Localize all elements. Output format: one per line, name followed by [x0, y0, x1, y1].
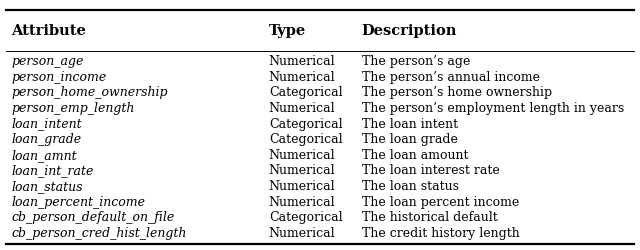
Text: loan_amnt: loan_amnt: [12, 149, 77, 162]
Text: Numerical: Numerical: [269, 164, 335, 177]
Text: person_age: person_age: [12, 55, 84, 68]
Text: The historical default: The historical default: [362, 212, 497, 224]
Text: Numerical: Numerical: [269, 196, 335, 209]
Text: cb_person_cred_hist_length: cb_person_cred_hist_length: [12, 227, 187, 240]
Text: The credit history length: The credit history length: [362, 227, 519, 240]
Text: The person’s age: The person’s age: [362, 55, 470, 68]
Text: loan_status: loan_status: [12, 180, 83, 193]
Text: The loan intent: The loan intent: [362, 118, 458, 130]
Text: The person’s home ownership: The person’s home ownership: [362, 86, 552, 99]
Text: The loan interest rate: The loan interest rate: [362, 164, 499, 177]
Text: The person’s annual income: The person’s annual income: [362, 70, 540, 84]
Text: The person’s employment length in years: The person’s employment length in years: [362, 102, 624, 115]
Text: cb_person_default_on_file: cb_person_default_on_file: [12, 212, 175, 224]
Text: loan_intent: loan_intent: [12, 118, 82, 130]
Text: The loan grade: The loan grade: [362, 133, 458, 146]
Text: Numerical: Numerical: [269, 55, 335, 68]
Text: Attribute: Attribute: [12, 24, 86, 38]
Text: Categorical: Categorical: [269, 133, 342, 146]
Text: Numerical: Numerical: [269, 102, 335, 115]
Text: Numerical: Numerical: [269, 227, 335, 240]
Text: Categorical: Categorical: [269, 212, 342, 224]
Text: The loan status: The loan status: [362, 180, 459, 193]
Text: Type: Type: [269, 24, 306, 38]
Text: Categorical: Categorical: [269, 86, 342, 99]
Text: Categorical: Categorical: [269, 118, 342, 130]
Text: loan_int_rate: loan_int_rate: [12, 164, 94, 177]
Text: loan_grade: loan_grade: [12, 133, 82, 146]
Text: loan_percent_income: loan_percent_income: [12, 196, 145, 209]
Text: The loan amount: The loan amount: [362, 149, 468, 162]
Text: Numerical: Numerical: [269, 70, 335, 84]
Text: person_income: person_income: [12, 70, 107, 84]
Text: The loan percent income: The loan percent income: [362, 196, 519, 209]
Text: Numerical: Numerical: [269, 149, 335, 162]
Text: person_home_ownership: person_home_ownership: [12, 86, 168, 99]
Text: person_emp_length: person_emp_length: [12, 102, 135, 115]
Text: Description: Description: [362, 24, 457, 38]
Text: Numerical: Numerical: [269, 180, 335, 193]
